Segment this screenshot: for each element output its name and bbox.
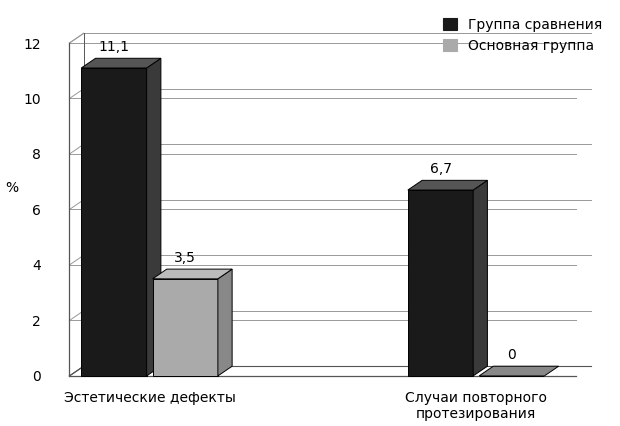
Text: 11,1: 11,1 xyxy=(99,40,130,54)
Text: Эстетические дефекты: Эстетические дефекты xyxy=(64,391,236,405)
Polygon shape xyxy=(479,366,559,376)
Text: 3,5: 3,5 xyxy=(174,251,196,265)
Polygon shape xyxy=(153,279,218,376)
Polygon shape xyxy=(147,58,161,376)
Polygon shape xyxy=(81,58,161,68)
Polygon shape xyxy=(408,180,487,190)
Polygon shape xyxy=(408,190,473,376)
Polygon shape xyxy=(218,269,232,376)
Polygon shape xyxy=(153,269,232,279)
Y-axis label: %: % xyxy=(6,181,19,195)
Text: 0: 0 xyxy=(507,348,516,362)
Legend: Группа сравнения, Основная группа: Группа сравнения, Основная группа xyxy=(437,12,608,58)
Polygon shape xyxy=(473,180,487,376)
Polygon shape xyxy=(81,68,147,376)
Text: Случаи повторного
протезирования: Случаи повторного протезирования xyxy=(405,391,547,421)
Text: 6,7: 6,7 xyxy=(430,162,451,176)
